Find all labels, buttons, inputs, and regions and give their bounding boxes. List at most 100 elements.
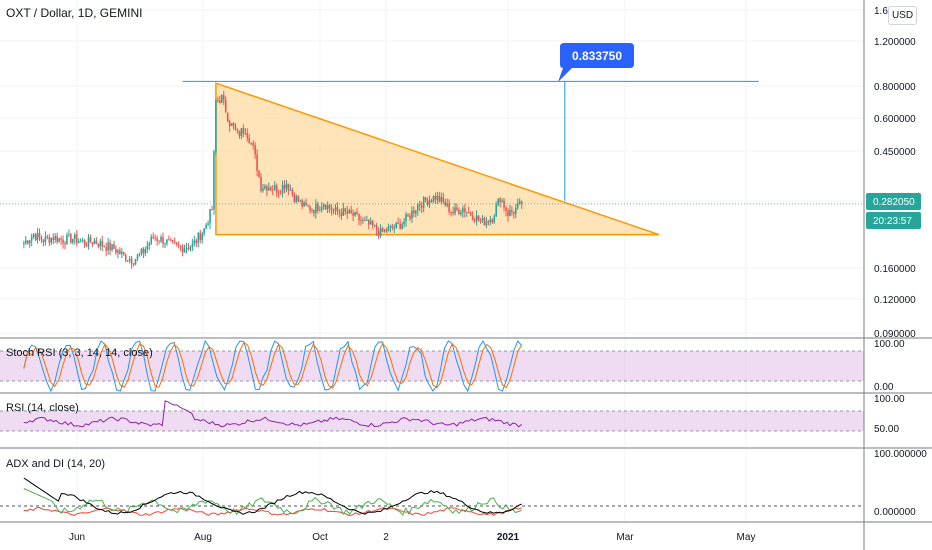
currency-button[interactable]: USD <box>888 6 917 25</box>
candle-body <box>313 209 315 214</box>
candle <box>42 239 45 247</box>
candle <box>150 234 153 246</box>
candle <box>60 236 62 245</box>
candle <box>377 227 380 239</box>
candle <box>181 244 184 257</box>
candle-body <box>371 221 374 226</box>
candle <box>215 98 217 156</box>
candle-body <box>132 263 135 265</box>
rsi-pane[interactable] <box>0 400 864 432</box>
candle <box>213 149 215 215</box>
candle <box>295 194 298 204</box>
candle <box>391 223 394 231</box>
candle-body <box>354 212 356 216</box>
adx-pane[interactable] <box>0 477 864 517</box>
stoch-rsi-pane[interactable] <box>0 339 864 393</box>
candle <box>72 238 74 245</box>
candle-body <box>177 243 180 246</box>
candle-body <box>411 210 413 219</box>
candle-body <box>479 219 482 221</box>
candle-body <box>516 203 519 208</box>
candle <box>50 237 53 245</box>
candle <box>471 211 474 221</box>
candle <box>444 198 447 207</box>
candle-body <box>175 242 178 244</box>
candle <box>179 245 182 252</box>
candle-body <box>409 215 411 219</box>
candle <box>25 236 27 246</box>
candle-body <box>301 200 303 207</box>
time-axis[interactable]: Jun Aug Oct 2 2021 Mar May <box>69 532 756 543</box>
candle-body <box>515 207 517 214</box>
candle <box>185 242 188 254</box>
time-tick-label: Oct <box>312 532 328 543</box>
candle <box>440 192 443 205</box>
candle-body <box>197 232 200 243</box>
rsi-title[interactable]: RSI (14, close) <box>6 402 79 414</box>
candle-body <box>172 239 174 242</box>
candle-body <box>113 244 115 249</box>
candle-body <box>62 239 64 244</box>
candle-body <box>303 202 305 207</box>
candle-body <box>369 221 372 225</box>
candle-body <box>499 198 501 202</box>
candle <box>432 195 435 204</box>
candle-body <box>121 251 123 254</box>
candle-body <box>520 201 523 204</box>
candle-body <box>85 245 88 246</box>
price-tick-label: 0.450000 <box>874 147 916 158</box>
symbol-title[interactable]: OXT / Dollar, 1D, GEMINI <box>6 6 142 20</box>
candle-body <box>99 241 102 247</box>
candle-body <box>75 234 78 244</box>
candle-body <box>460 212 462 214</box>
adx-title[interactable]: ADX and DI (14, 20) <box>6 458 105 470</box>
adx-line <box>23 477 522 515</box>
candle <box>172 239 174 244</box>
candle-body <box>348 210 350 214</box>
candle-body <box>240 128 243 136</box>
candle <box>293 192 296 203</box>
candle-body <box>115 248 117 253</box>
stoch-tick-label: 100.00 <box>874 339 905 350</box>
candle-body <box>166 239 168 244</box>
candle <box>469 211 472 216</box>
candle-body <box>279 193 282 194</box>
candle <box>156 235 158 246</box>
candle <box>338 208 341 218</box>
candle <box>95 237 98 245</box>
candle-body <box>91 242 94 245</box>
candle <box>311 208 313 214</box>
candle-body <box>448 203 450 212</box>
candle-body <box>97 243 100 247</box>
candle-body <box>495 204 497 217</box>
price-tick-label: 0.160000 <box>874 264 916 275</box>
candle <box>507 207 509 222</box>
candle <box>162 232 164 248</box>
candle <box>158 240 160 245</box>
price-callout[interactable]: 0.833750 <box>558 43 634 82</box>
candle-body <box>42 239 45 243</box>
candle <box>250 142 252 146</box>
candle-body <box>332 210 335 212</box>
candle-body <box>356 212 358 215</box>
candle <box>226 112 229 123</box>
candle-body <box>424 197 427 201</box>
stoch-d-line <box>23 341 523 390</box>
candle <box>177 241 180 249</box>
candle <box>168 235 170 241</box>
candle <box>493 214 496 224</box>
candle <box>358 213 360 226</box>
candle-body <box>344 208 347 212</box>
candle-body <box>66 234 68 245</box>
candle <box>350 205 352 215</box>
candle <box>393 224 396 234</box>
candle <box>436 191 439 204</box>
candle-body <box>89 237 92 243</box>
candle <box>199 229 202 244</box>
candle <box>205 222 207 230</box>
candle-body <box>173 241 176 243</box>
candle-body <box>420 205 423 208</box>
price-pane[interactable] <box>0 80 864 269</box>
stoch-rsi-title[interactable]: Stoch RSI (3, 3, 14, 14, close) <box>6 347 153 359</box>
